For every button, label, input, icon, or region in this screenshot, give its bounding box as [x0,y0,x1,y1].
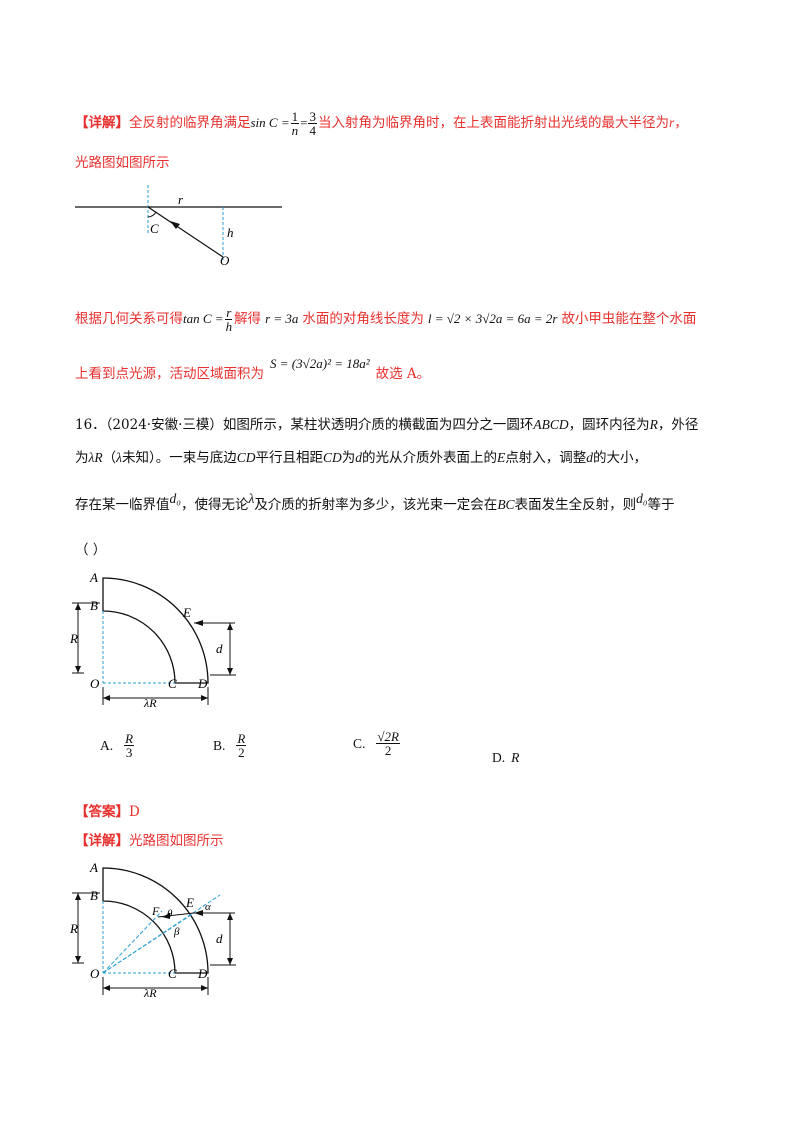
question-16-line-2: 为λR（λ未知）。一束与底边CD平行且相距CD为d的光从介质外表面上的E点射入，… [75,450,647,466]
svg-text:d: d [216,641,223,656]
option-c[interactable]: C. √2R 2 [353,729,400,758]
question-16-line-1: 16．（2024·安徽·三模）如图所示，某柱状透明介质的横截面为四分之一圆环AB… [75,417,699,433]
svg-text:D: D [197,676,208,691]
svg-text:β: β [173,926,180,938]
label-C: C [150,221,159,236]
question-16-line-3: 存在某一临界值d₀，使得无论λ及介质的折射率为多少，该光束一定会在BC表面发生全… [75,491,675,513]
svg-text:C: C [168,966,177,981]
svg-text:D: D [197,966,208,981]
svg-text:O: O [90,966,100,981]
svg-text:A: A [89,570,98,585]
svg-text:F: F [151,904,160,918]
quarter-ring-shape [102,577,209,684]
ray-arrow [170,221,180,229]
label-r: r [178,192,184,207]
question-16-paren: （ ） [75,542,107,558]
svg-text:B: B [90,888,98,903]
label-O: O [220,253,230,268]
label-h: h [227,225,234,240]
svg-text:B: B [90,598,98,613]
figure-quarter-ring-solution: A B E F θ α β R d O C D λR [70,860,236,1000]
svg-text:d: d [216,931,223,946]
svg-text:θ: θ [167,908,173,920]
normal-through-E [102,894,221,974]
detail-line-4: 上看到点光源，活动区域面积为S = (3√2a)² = 18a²故选 A。 [75,356,431,382]
figure-light-path-1: r C h O [75,185,282,268]
detail-line-3: 根据几何关系可得tan C = r h 解得 r = 3a 水面的对角线长度为 l = √2… [75,305,697,334]
detail-line-2: 光路图如图所示 [75,155,170,171]
option-d[interactable]: D. R [492,750,520,765]
light-ray [147,206,224,258]
detail-2-line: 【详解】光路图如图所示 [75,833,224,849]
svg-text:C: C [168,676,177,691]
svg-text:λR: λR [143,986,157,1000]
normal-through-F [102,910,163,974]
answer-line: 【答案】D [75,804,140,820]
svg-text:E: E [185,895,194,910]
svg-text:λR: λR [143,696,157,710]
svg-text:α: α [205,901,211,913]
detail-tag: 【详解】 [75,115,129,131]
svg-text:R: R [70,921,78,936]
detail-line-1: 【详解】全反射的临界角满足sin C = 1 n = 3 4 当入射角为临界角时，在上表面能… [75,109,688,138]
svg-text:E: E [182,605,191,620]
angle-arc [147,211,157,218]
svg-text:R: R [70,631,78,646]
svg-text:A: A [89,860,98,875]
svg-text:O: O [90,676,100,691]
figure-quarter-ring: A B E R d O C D λR [70,570,236,710]
